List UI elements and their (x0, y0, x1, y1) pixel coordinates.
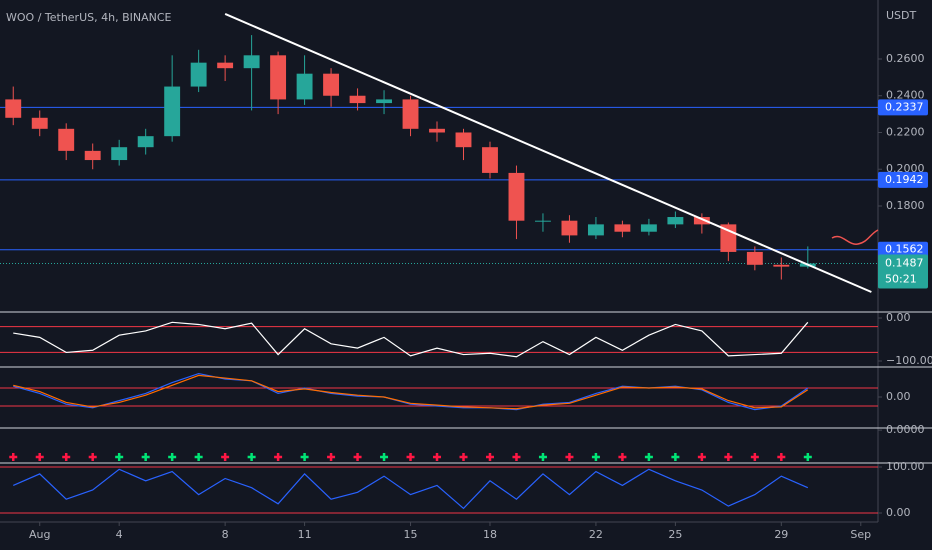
current-price-box (878, 254, 928, 289)
indicator-line (13, 372, 809, 411)
x-tick-label: 4 (116, 528, 123, 541)
signal-cross (591, 453, 600, 461)
signal-cross (459, 453, 468, 461)
candle-body (773, 264, 790, 267)
y-tick-label: 0.00 (886, 390, 911, 403)
level-label: 0.1562 (885, 243, 924, 256)
candle-body (429, 128, 445, 133)
candle-body (5, 99, 22, 118)
signal-cross (35, 453, 44, 461)
candle-body (614, 224, 631, 232)
candle-body (535, 220, 551, 222)
candle-body (693, 217, 710, 225)
candle-body (137, 136, 154, 148)
candle-body (31, 117, 48, 129)
signal-cross (221, 453, 230, 461)
level-label: 0.1942 (885, 173, 924, 186)
signal-cross (62, 453, 71, 461)
candle-body (508, 172, 525, 221)
x-tick-label: 22 (589, 528, 603, 541)
signal-cross (485, 453, 494, 461)
candle-body (164, 86, 181, 137)
signal-cross (803, 453, 812, 461)
candle-body (482, 147, 498, 173)
signal-cross (168, 453, 177, 461)
signal-cross (194, 453, 203, 461)
signal-cross (618, 453, 627, 461)
signal-cross (380, 453, 389, 461)
signal-cross (9, 453, 18, 461)
candle-body (640, 224, 657, 232)
candle-body (455, 132, 472, 148)
y-tick-label: 0.2400 (886, 89, 925, 102)
y-tick-label: 0.2600 (886, 52, 925, 65)
candle-body (190, 62, 207, 87)
countdown-label: 50:21 (885, 273, 917, 286)
candle-body (323, 73, 340, 96)
x-tick-label: Sep (850, 528, 871, 541)
signal-cross (247, 453, 256, 461)
chart-title: WOO / TetherUS, 4h, BINANCE (6, 11, 172, 24)
signal-cross (671, 453, 680, 461)
signal-cross (697, 453, 706, 461)
candle-body (111, 147, 128, 161)
level-label: 0.2337 (885, 100, 924, 113)
x-tick-label: 29 (774, 528, 788, 541)
projection-curve (831, 229, 879, 245)
signal-cross (777, 453, 786, 461)
y-tick-label: 0.00 (886, 311, 911, 324)
candle-body (58, 128, 75, 151)
candle-body (349, 95, 366, 104)
x-tick-label: Aug (29, 528, 50, 541)
y-tick-label: 100.00 (886, 460, 925, 473)
indicator-line (13, 468, 809, 510)
candle-body (217, 62, 234, 69)
signal-cross (538, 453, 547, 461)
level-label-box (878, 241, 928, 258)
y-tick-label: 0.1800 (886, 199, 925, 212)
candle-body (270, 55, 287, 100)
y-tick-label: 0.2200 (886, 125, 925, 138)
indicator-line (13, 321, 809, 358)
signal-cross (327, 453, 336, 461)
candle-body (296, 73, 313, 100)
signal-cross (433, 453, 442, 461)
signal-cross (565, 453, 574, 461)
x-tick-label: 18 (483, 528, 497, 541)
signal-cross (750, 453, 759, 461)
candle-body (746, 251, 763, 265)
x-tick-label: 11 (298, 528, 312, 541)
candle-body (376, 99, 392, 104)
candle-body (667, 217, 684, 225)
signal-cross (115, 453, 124, 461)
y-axis-label: USDT (886, 9, 917, 22)
y-tick-label: 0.0000 (886, 423, 925, 436)
candle-body (587, 224, 604, 236)
signal-cross (88, 453, 97, 461)
signal-cross (406, 453, 415, 461)
current-price-label: 0.1487 (885, 257, 924, 270)
signal-cross (353, 453, 362, 461)
x-tick-label: 15 (404, 528, 418, 541)
trendline (224, 13, 872, 293)
signal-cross (274, 453, 283, 461)
signal-cross (300, 453, 309, 461)
signal-cross (724, 453, 733, 461)
candle-body (561, 220, 578, 236)
candle-body (243, 55, 260, 69)
level-label-box (878, 99, 928, 116)
signal-cross (512, 453, 521, 461)
signal-cross (141, 453, 150, 461)
y-tick-label: −100.00 (886, 354, 932, 367)
indicator-line (13, 374, 809, 410)
y-tick-label: 0.00 (886, 506, 911, 519)
x-tick-label: 25 (668, 528, 682, 541)
level-label-box (878, 171, 928, 188)
x-tick-label: 8 (222, 528, 229, 541)
candle-body (402, 99, 419, 129)
candle-body (84, 150, 101, 161)
signal-cross (644, 453, 653, 461)
